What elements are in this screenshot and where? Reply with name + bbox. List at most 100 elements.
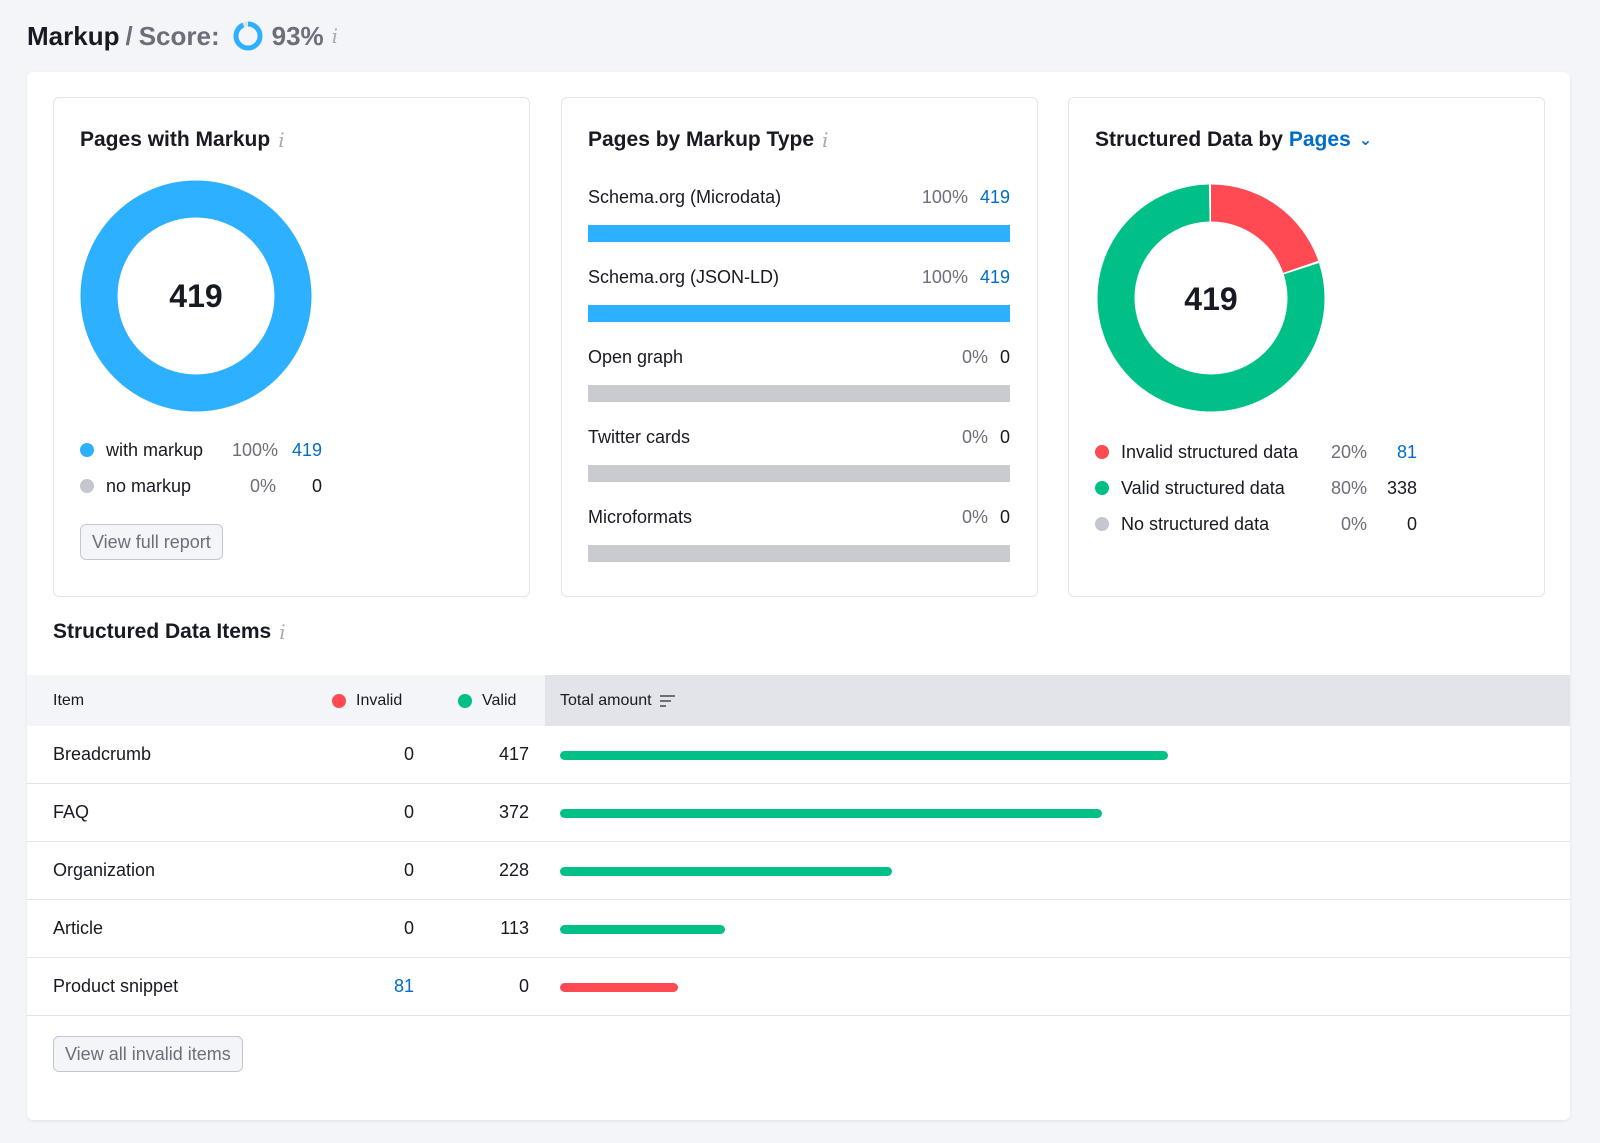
- legend-dot: [1095, 517, 1109, 531]
- legend-dot: [1095, 481, 1109, 495]
- page-title: Markup: [27, 20, 120, 51]
- legend-count: 0: [311, 475, 322, 496]
- markup-legend: with markup 100% 419 no markup 0% 0: [80, 432, 322, 504]
- legend-row-invalid[interactable]: Invalid structured data 20% 81: [1095, 434, 1417, 470]
- row-invalid-count: 0: [403, 918, 414, 938]
- legend-percent: 20%: [1331, 441, 1368, 462]
- markup-donut-chart: [80, 180, 312, 412]
- widget-title: Pages by Markup Type i: [588, 128, 828, 152]
- markup-type-bar-track: [588, 225, 1010, 242]
- row-item-name: Breadcrumb: [53, 744, 152, 764]
- row-item-name: Organization: [53, 860, 156, 880]
- legend-count-link[interactable]: 81: [1396, 441, 1417, 462]
- legend-row-with-markup[interactable]: with markup 100% 419: [80, 432, 322, 468]
- row-total-bar: [560, 925, 725, 934]
- markup-type-percent: 0%: [961, 427, 988, 447]
- donut-segment-1[interactable]: [1097, 184, 1325, 412]
- markup-type-count-link[interactable]: 419: [979, 267, 1010, 287]
- donut-segment-0[interactable]: [1097, 184, 1325, 412]
- column-header-item: Item: [53, 691, 85, 709]
- legend-dot: [1095, 445, 1109, 459]
- markup-type-bar-track: [588, 465, 1010, 482]
- table-row[interactable]: FAQ 0 372: [27, 784, 1570, 842]
- donut-center-value: 419: [169, 278, 223, 314]
- widget-title-text: Structured Data by: [1095, 128, 1283, 151]
- markup-type-label: Microformats: [588, 507, 693, 527]
- legend-row-no-markup[interactable]: no markup 0% 0: [80, 468, 322, 504]
- pages-by-markup-type-widget: Pages by Markup Type i Schema.org (Micro…: [561, 97, 1038, 597]
- info-icon[interactable]: i: [331, 24, 339, 48]
- main-card: Pages with Markup i 419 with markup 100%…: [27, 72, 1570, 1120]
- widget-title: Structured Data by Pages ⌄: [1095, 128, 1372, 152]
- markup-type-percent: 0%: [961, 507, 988, 527]
- info-icon[interactable]: i: [279, 620, 286, 644]
- sort-icon[interactable]: [659, 694, 676, 708]
- markup-type-row: Microformats 0% 0: [588, 507, 1010, 562]
- markup-type-count-link[interactable]: 419: [979, 187, 1010, 207]
- column-header-total-label: Total amount: [560, 691, 652, 709]
- structured-data-items-table: Item Invalid Valid Total amount Breadcru…: [27, 675, 1570, 1016]
- legend-label: No structured data: [1121, 513, 1270, 534]
- widget-title: Pages with Markup i: [80, 128, 285, 152]
- info-icon[interactable]: i: [822, 128, 829, 152]
- column-header-invalid: Invalid: [332, 692, 402, 710]
- column-header-valid-label: Valid: [482, 691, 517, 709]
- markup-type-percent: 100%: [921, 267, 968, 287]
- legend-label: Invalid structured data: [1121, 441, 1299, 462]
- legend-label: Valid structured data: [1121, 477, 1285, 498]
- column-header-total[interactable]: Total amount: [545, 675, 1570, 726]
- legend-count-link[interactable]: 419: [291, 439, 322, 460]
- legend-row-none[interactable]: No structured data 0% 0: [1095, 506, 1417, 542]
- row-valid-count: 372: [498, 802, 529, 822]
- markup-type-row: Twitter cards 0% 0: [588, 427, 1010, 482]
- legend-percent: 100%: [232, 439, 279, 460]
- table-row[interactable]: Organization 0 228: [27, 842, 1570, 900]
- legend-row-valid[interactable]: Valid structured data 80% 338: [1095, 470, 1417, 506]
- row-valid-count: 0: [518, 976, 529, 996]
- markup-type-bar-fill[interactable]: [588, 305, 1010, 322]
- markup-type-bar-track: [588, 545, 1010, 562]
- row-total-bar: [560, 751, 1168, 760]
- row-total-bar: [560, 809, 1103, 818]
- donut-segment-with-markup[interactable]: [80, 180, 312, 412]
- row-valid-count: 113: [500, 918, 529, 938]
- legend-dot: [80, 443, 94, 457]
- score-value: 93%: [271, 20, 324, 51]
- markup-type-label: Schema.org (JSON-LD): [588, 267, 780, 287]
- title-separator: /: [125, 20, 133, 51]
- row-total-bar: [560, 983, 679, 992]
- markup-type-percent: 0%: [961, 347, 988, 367]
- markup-type-row: Schema.org (JSON-LD) 100% 419: [588, 267, 1010, 322]
- markup-type-bar-fill[interactable]: [588, 225, 1010, 242]
- score-label: Score:: [138, 20, 220, 51]
- row-valid-count: 228: [498, 860, 529, 880]
- markup-type-row: Open graph 0% 0: [588, 347, 1010, 402]
- legend-label: no markup: [106, 475, 192, 496]
- table-row[interactable]: Article 0 113: [27, 900, 1570, 958]
- chevron-down-icon[interactable]: ⌄: [1358, 132, 1373, 149]
- info-icon[interactable]: i: [278, 128, 285, 152]
- view-all-invalid-items-button[interactable]: View all invalid items: [53, 1036, 243, 1072]
- row-invalid-count-link[interactable]: 81: [393, 976, 414, 996]
- markup-type-bar-track: [588, 305, 1010, 322]
- row-invalid-count: 0: [403, 860, 414, 880]
- pages-with-markup-widget: Pages with Markup i 419 with markup 100%…: [53, 97, 530, 597]
- markup-type-count: 0: [999, 507, 1010, 527]
- donut-center-value: 419: [1184, 281, 1238, 317]
- view-full-report-button[interactable]: View full report: [80, 524, 223, 560]
- section-title-text: Structured Data Items: [53, 620, 272, 643]
- structured-data-legend: Invalid structured data 20% 81 Valid str…: [1095, 434, 1417, 542]
- column-header-invalid-label: Invalid: [356, 691, 403, 709]
- valid-dot: [458, 693, 472, 708]
- markup-type-count: 0: [999, 347, 1010, 367]
- row-item-name: Article: [53, 918, 104, 938]
- row-invalid-count: 0: [403, 744, 414, 764]
- legend-count: 0: [1406, 513, 1417, 534]
- markup-type-count: 0: [999, 427, 1010, 447]
- widget-title-text: Pages by Markup Type: [588, 128, 815, 151]
- pages-dropdown[interactable]: Pages: [1288, 128, 1351, 151]
- row-invalid-count: 0: [403, 802, 414, 822]
- widget-title-text: Pages with Markup: [80, 128, 271, 151]
- table-row[interactable]: Product snippet 81 0: [27, 958, 1570, 1016]
- table-row[interactable]: Breadcrumb 0 417: [27, 726, 1570, 784]
